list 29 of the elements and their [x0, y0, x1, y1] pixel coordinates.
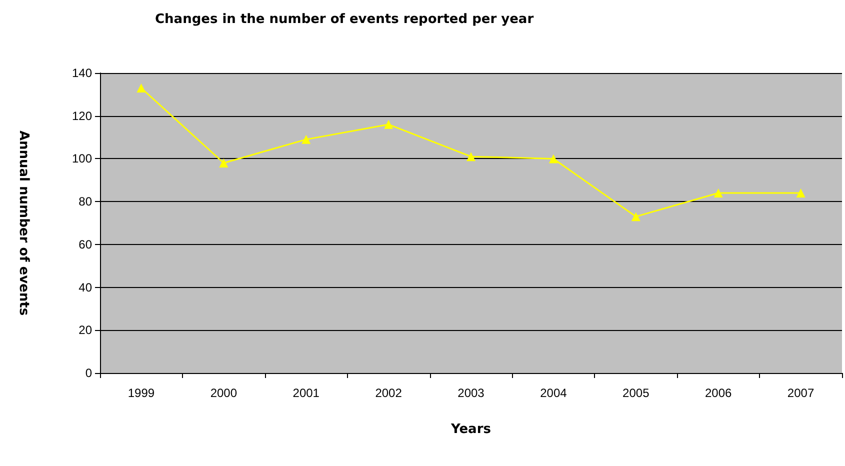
x-tick-label: 2000 — [210, 386, 238, 400]
x-tick-label: 1999 — [128, 386, 155, 400]
y-axis-title: Annual number of events — [16, 130, 31, 316]
point — [302, 134, 311, 144]
point — [384, 120, 394, 129]
y-tick-label: 60 — [78, 237, 92, 252]
point — [631, 212, 640, 222]
chart-title: Changes in the number of events reported per year — [155, 12, 534, 27]
point — [466, 152, 476, 162]
x-tick-label: 2004 — [540, 386, 568, 400]
y-tick-label: 80 — [78, 194, 92, 209]
y-tick-label: 100 — [72, 152, 92, 166]
y-tick-label: 0 — [85, 366, 92, 380]
x-tick-label: 2007 — [787, 386, 814, 400]
y-tick-label: 120 — [72, 108, 92, 123]
x-tick-label: 2005 — [622, 386, 650, 400]
point — [548, 154, 558, 164]
y-tick-label: 40 — [78, 280, 92, 294]
point — [136, 84, 146, 92]
x-tick-label: 2001 — [292, 386, 320, 400]
x-axis-title: Years — [450, 422, 492, 437]
point — [796, 188, 806, 198]
y-tick-label: 20 — [78, 323, 92, 338]
y-tick-label: 140 — [72, 66, 92, 80]
x-tick-label: 2006 — [704, 386, 732, 400]
x-tick-label: 2003 — [458, 386, 485, 400]
point — [219, 158, 228, 168]
point — [714, 188, 723, 198]
x-tick-label: 2002 — [375, 386, 402, 400]
